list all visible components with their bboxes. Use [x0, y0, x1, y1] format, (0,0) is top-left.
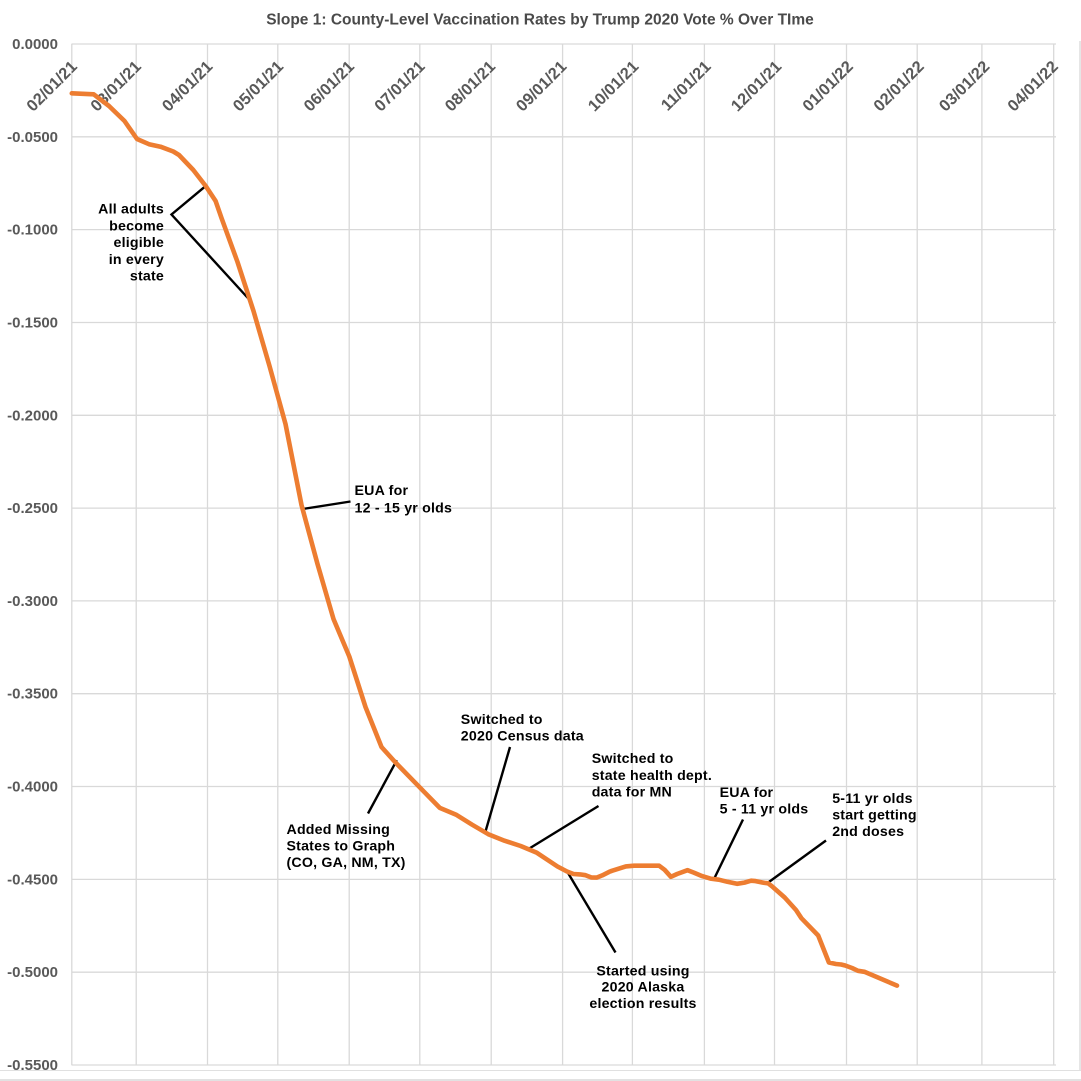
svg-text:-0.5500: -0.5500: [7, 1057, 58, 1074]
svg-text:Switched to: Switched to: [592, 751, 674, 767]
svg-text:-0.4500: -0.4500: [7, 871, 58, 888]
svg-text:Slope 1: County-Level Vaccinat: Slope 1: County-Level Vaccination Rates …: [266, 12, 814, 29]
svg-text:5-11 yr olds: 5-11 yr olds: [832, 791, 912, 807]
svg-text:EUA for: EUA for: [355, 483, 409, 499]
svg-text:0.0000: 0.0000: [12, 36, 58, 53]
svg-text:Started using: Started using: [596, 963, 689, 979]
svg-text:-0.1500: -0.1500: [7, 315, 58, 332]
svg-text:-0.2000: -0.2000: [7, 407, 58, 424]
svg-text:eligible: eligible: [114, 235, 164, 251]
svg-text:-0.2500: -0.2500: [7, 500, 58, 517]
svg-text:Added Missing: Added Missing: [287, 822, 391, 838]
svg-text:5 - 11 yr olds: 5 - 11 yr olds: [720, 802, 809, 818]
svg-text:election results: election results: [589, 996, 696, 1012]
svg-text:Switched to: Switched to: [461, 712, 543, 728]
svg-text:state health dept.: state health dept.: [592, 768, 712, 784]
svg-text:in every: in every: [109, 252, 164, 268]
svg-text:States to Graph: States to Graph: [287, 839, 396, 855]
svg-text:All adults: All adults: [98, 202, 164, 218]
svg-text:(CO, GA, NM, TX): (CO, GA, NM, TX): [287, 855, 406, 871]
svg-text:data for MN: data for MN: [592, 784, 672, 800]
svg-text:EUA for: EUA for: [720, 785, 774, 801]
svg-text:-0.4000: -0.4000: [7, 779, 58, 796]
svg-text:-0.3500: -0.3500: [7, 686, 58, 703]
svg-text:2020 Alaska: 2020 Alaska: [602, 980, 685, 996]
svg-text:become: become: [109, 218, 164, 234]
svg-text:start getting: start getting: [832, 808, 917, 824]
svg-text:-0.3000: -0.3000: [7, 593, 58, 610]
svg-text:-0.0500: -0.0500: [7, 129, 58, 146]
svg-text:2020 Census data: 2020 Census data: [461, 729, 584, 745]
svg-text:-0.5000: -0.5000: [7, 964, 58, 981]
svg-text:-0.1000: -0.1000: [7, 222, 58, 239]
svg-text:12 - 15 yr olds: 12 - 15 yr olds: [355, 501, 453, 517]
svg-text:state: state: [130, 269, 164, 285]
svg-text:2nd doses: 2nd doses: [832, 824, 904, 840]
